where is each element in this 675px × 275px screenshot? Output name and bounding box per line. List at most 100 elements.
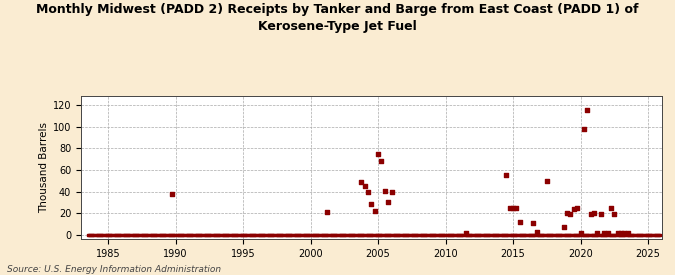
Point bbox=[286, 233, 297, 237]
Point bbox=[239, 233, 250, 237]
Point bbox=[287, 233, 298, 237]
Point bbox=[268, 233, 279, 237]
Point bbox=[323, 233, 334, 237]
Point bbox=[209, 233, 220, 237]
Point bbox=[587, 233, 597, 237]
Point bbox=[142, 233, 153, 237]
Point bbox=[152, 233, 163, 237]
Point bbox=[523, 233, 534, 237]
Point bbox=[341, 233, 352, 237]
Point bbox=[549, 233, 560, 237]
Point bbox=[135, 233, 146, 237]
Point bbox=[88, 233, 99, 237]
Point bbox=[333, 233, 344, 237]
Point bbox=[222, 233, 233, 237]
Point bbox=[84, 233, 95, 237]
Point bbox=[364, 233, 375, 237]
Point bbox=[281, 233, 292, 237]
Point bbox=[411, 233, 422, 237]
Point bbox=[266, 233, 277, 237]
Point bbox=[243, 233, 254, 237]
Point bbox=[391, 233, 402, 237]
Point bbox=[248, 233, 259, 237]
Point bbox=[381, 233, 392, 237]
Point bbox=[236, 233, 246, 237]
Point bbox=[575, 230, 586, 235]
Point bbox=[273, 233, 284, 237]
Point bbox=[197, 233, 208, 237]
Point bbox=[568, 233, 579, 237]
Point bbox=[168, 233, 179, 237]
Point bbox=[293, 233, 304, 237]
Point bbox=[215, 233, 226, 237]
Point bbox=[178, 233, 189, 237]
Point bbox=[308, 233, 319, 237]
Point bbox=[339, 233, 350, 237]
Point bbox=[479, 233, 489, 237]
Point bbox=[128, 233, 138, 237]
Point bbox=[310, 233, 321, 237]
Point bbox=[224, 233, 235, 237]
Point bbox=[570, 233, 580, 237]
Point bbox=[602, 230, 613, 235]
Point bbox=[653, 233, 664, 237]
Point bbox=[514, 220, 525, 224]
Point bbox=[373, 152, 383, 156]
Point bbox=[320, 233, 331, 237]
Point bbox=[597, 233, 608, 237]
Point bbox=[472, 233, 483, 237]
Point bbox=[518, 233, 529, 237]
Point bbox=[199, 233, 210, 237]
Point bbox=[253, 233, 264, 237]
Point bbox=[531, 229, 542, 234]
Point bbox=[636, 233, 647, 237]
Point bbox=[312, 233, 323, 237]
Point bbox=[143, 233, 154, 237]
Point bbox=[605, 233, 616, 237]
Point bbox=[540, 233, 551, 237]
Point bbox=[648, 233, 659, 237]
Point bbox=[618, 233, 628, 237]
Point bbox=[209, 233, 219, 237]
Point bbox=[614, 233, 624, 237]
Point bbox=[92, 233, 103, 237]
Point bbox=[205, 233, 216, 237]
Point bbox=[396, 233, 407, 237]
Point bbox=[609, 212, 620, 216]
Point bbox=[546, 233, 557, 237]
Point bbox=[233, 233, 244, 237]
Point bbox=[170, 233, 181, 237]
Point bbox=[221, 233, 232, 237]
Point bbox=[300, 233, 311, 237]
Point bbox=[184, 233, 194, 237]
Point bbox=[565, 212, 576, 216]
Point bbox=[155, 233, 166, 237]
Point bbox=[150, 233, 161, 237]
Point bbox=[176, 233, 186, 237]
Point bbox=[457, 233, 468, 237]
Point bbox=[595, 212, 606, 216]
Point bbox=[416, 233, 427, 237]
Point bbox=[126, 233, 137, 237]
Point bbox=[651, 233, 661, 237]
Point bbox=[214, 233, 225, 237]
Point bbox=[165, 233, 176, 237]
Point bbox=[600, 233, 611, 237]
Point bbox=[386, 189, 397, 194]
Point bbox=[103, 233, 113, 237]
Point bbox=[283, 233, 294, 237]
Point bbox=[122, 233, 132, 237]
Point bbox=[167, 192, 178, 196]
Point bbox=[344, 233, 354, 237]
Point bbox=[405, 233, 416, 237]
Point bbox=[99, 233, 110, 237]
Point bbox=[337, 233, 348, 237]
Point bbox=[459, 233, 470, 237]
Point bbox=[506, 233, 517, 237]
Point bbox=[161, 233, 172, 237]
Point bbox=[592, 233, 603, 237]
Point bbox=[246, 233, 257, 237]
Point bbox=[317, 233, 327, 237]
Point bbox=[97, 233, 108, 237]
Point bbox=[550, 233, 561, 237]
